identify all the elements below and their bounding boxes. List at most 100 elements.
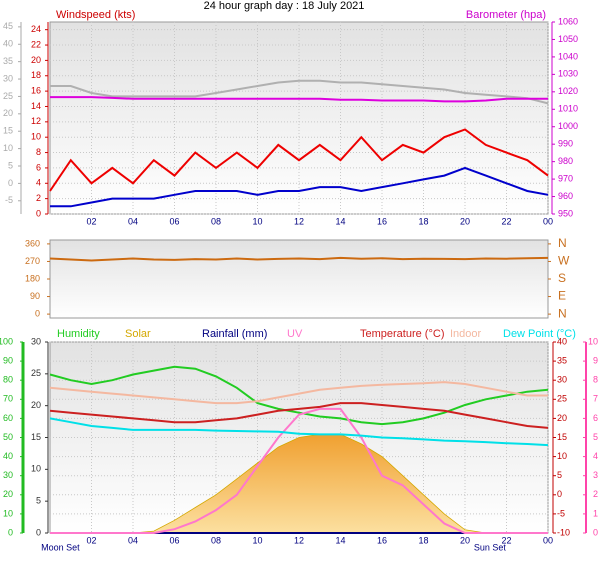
y-tick-label: 10 — [31, 132, 41, 142]
legend-entry: Rainfall (mm) — [202, 328, 267, 340]
y2-tick-label: 25 — [557, 394, 567, 404]
line — [49, 402, 549, 429]
x-tick-label: 00 — [543, 216, 553, 226]
y2-tick-label: -10 — [557, 527, 570, 537]
x-tick-label: 18 — [418, 535, 428, 545]
y3-tick-label: 25 — [3, 91, 13, 101]
line — [49, 417, 549, 447]
y-tick-label: 180 — [25, 273, 40, 283]
y2-tick-label: N — [558, 236, 567, 250]
line — [50, 79, 549, 105]
y4-tick-label: 1 — [593, 508, 598, 518]
x-tick-label: 08 — [211, 535, 221, 545]
y3-tick-label: -5 — [5, 195, 13, 205]
x-tick-label: 16 — [377, 535, 387, 545]
y2-tick-label: 20 — [557, 413, 567, 423]
legend-entry: Humidity — [57, 328, 100, 340]
y-tick-label: 90 — [3, 355, 13, 365]
y2-axis-title: Barometer (hpa) — [466, 9, 546, 21]
y3-tick-label: 10 — [3, 143, 13, 153]
x-tick-label: 12 — [294, 535, 304, 545]
y3-tick-label: 0 — [8, 178, 13, 188]
y-tick-label: 2 — [36, 193, 41, 203]
y2-tick-label: 950 — [558, 208, 573, 218]
y3-tick-label: 30 — [31, 336, 41, 346]
y-tick-label: 14 — [31, 101, 41, 111]
y2-tick-label: 30 — [557, 375, 567, 385]
y-tick-label: 40 — [3, 451, 13, 461]
y-tick-label: 0 — [36, 208, 41, 218]
y3-tick-label: 35 — [3, 56, 13, 66]
y2-tick-label: 10 — [557, 451, 567, 461]
y3-tick-label: 10 — [31, 464, 41, 474]
y4-tick-label: 5 — [593, 432, 598, 442]
chart-title: 24 hour graph day : 18 July 2021 — [204, 0, 365, 12]
legend-entry: Indoor — [450, 328, 482, 340]
x-tick-label: 08 — [211, 216, 221, 226]
y2-tick-label: N — [558, 306, 567, 320]
y4-tick-label: 2 — [593, 489, 598, 499]
y3-tick-label: 25 — [31, 368, 41, 378]
y2-tick-label: 960 — [558, 191, 573, 201]
y-tick-label: 22 — [31, 39, 41, 49]
x-tick-label: 18 — [418, 216, 428, 226]
y-tick-label: 100 — [0, 336, 13, 346]
y4-tick-label: 3 — [593, 470, 598, 480]
plot-area — [49, 239, 549, 319]
y4-tick-label: 8 — [593, 375, 598, 385]
y2-tick-label: 5 — [557, 470, 562, 480]
y2-tick-label: 1010 — [558, 104, 578, 114]
legend-entry: Dew Point (°C) — [503, 328, 576, 340]
y3-tick-label: 15 — [31, 432, 41, 442]
annotation: Moon Set — [41, 542, 80, 552]
line — [50, 407, 548, 534]
y3-tick-label: 15 — [3, 126, 13, 136]
y-tick-label: 30 — [3, 470, 13, 480]
x-tick-label: 22 — [501, 535, 511, 545]
x-tick-label: 14 — [335, 535, 345, 545]
y-tick-label: 18 — [31, 70, 41, 80]
y2-tick-label: 990 — [558, 139, 573, 149]
line — [50, 166, 549, 208]
y2-tick-label: 980 — [558, 156, 573, 166]
y-tick-label: 70 — [3, 394, 13, 404]
line — [49, 365, 549, 426]
y-tick-label: 270 — [25, 256, 40, 266]
y2-tick-label: 1030 — [558, 69, 578, 79]
y3-tick-label: 40 — [3, 39, 13, 49]
x-tick-label: 04 — [128, 216, 138, 226]
legend-entry: Solar — [125, 328, 151, 340]
x-tick-label: 12 — [294, 216, 304, 226]
y3-tick-label: 20 — [31, 400, 41, 410]
y2-tick-label: 1020 — [558, 86, 578, 96]
y2-tick-label: S — [558, 271, 566, 285]
y-tick-label: 16 — [31, 85, 41, 95]
x-tick-label: 10 — [252, 535, 262, 545]
x-tick-label: 20 — [460, 535, 470, 545]
y2-tick-label: 40 — [557, 336, 567, 346]
line — [49, 381, 548, 405]
y-tick-label: 6 — [36, 162, 41, 172]
x-tick-label: 00 — [543, 535, 553, 545]
line — [49, 256, 549, 262]
y-tick-label: 4 — [36, 178, 41, 188]
y-tick-label: 24 — [31, 24, 41, 34]
y-tick-label: 8 — [36, 147, 41, 157]
line — [50, 96, 548, 103]
x-tick-label: 20 — [460, 216, 470, 226]
y-tick-label: 60 — [3, 413, 13, 423]
y2-tick-label: 0 — [557, 489, 562, 499]
legend-entry: Temperature (°C) — [360, 328, 444, 340]
y3-tick-label: 5 — [8, 160, 13, 170]
y-tick-label: 12 — [31, 116, 41, 126]
y3-tick-label: 5 — [36, 496, 41, 506]
y-tick-label: 80 — [3, 375, 13, 385]
y2-tick-label: 35 — [557, 355, 567, 365]
y2-tick-label: 1060 — [558, 16, 578, 26]
x-tick-label: 06 — [169, 535, 179, 545]
y2-tick-label: 1000 — [558, 121, 578, 131]
x-tick-label: 14 — [335, 216, 345, 226]
y-axis-title: Windspeed (kts) — [56, 9, 135, 21]
y4-tick-label: 0 — [593, 527, 598, 537]
